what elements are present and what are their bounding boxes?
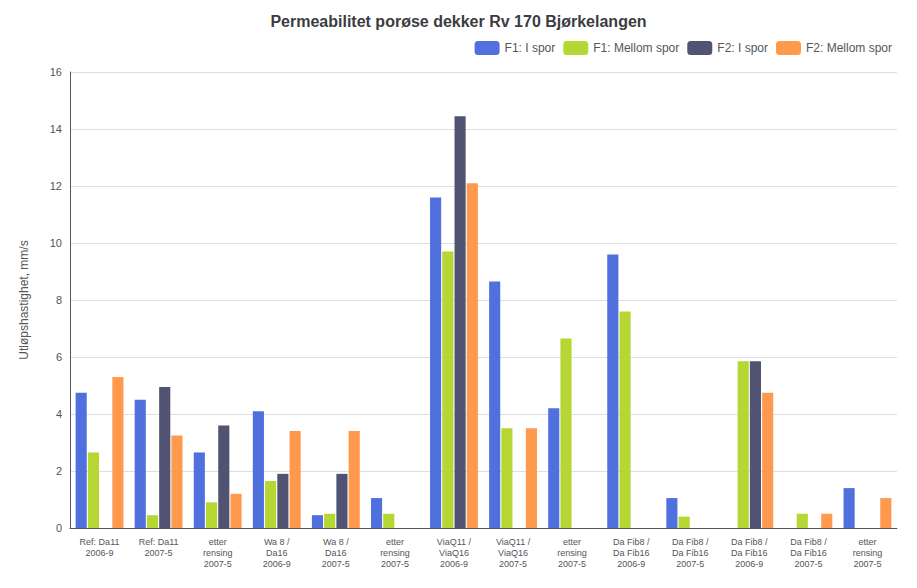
svg-text:2007-5: 2007-5 xyxy=(204,559,232,569)
svg-text:12: 12 xyxy=(50,180,62,192)
svg-text:2006-9: 2006-9 xyxy=(617,559,645,569)
svg-text:2006-9: 2006-9 xyxy=(440,559,468,569)
svg-text:0: 0 xyxy=(56,522,62,534)
svg-text:rensing: rensing xyxy=(557,548,587,558)
svg-text:ViaQ11 /: ViaQ11 / xyxy=(496,537,531,547)
svg-text:Da Fib16: Da Fib16 xyxy=(613,548,650,558)
svg-text:2007-5: 2007-5 xyxy=(499,559,527,569)
svg-text:2: 2 xyxy=(56,465,62,477)
svg-text:Da16: Da16 xyxy=(325,548,347,558)
svg-text:Da Fib8 /: Da Fib8 / xyxy=(731,537,768,547)
svg-text:2007-5: 2007-5 xyxy=(381,559,409,569)
svg-text:2007-5: 2007-5 xyxy=(145,548,173,558)
svg-text:16: 16 xyxy=(50,66,62,78)
svg-text:rensing: rensing xyxy=(853,548,883,558)
svg-text:2006-9: 2006-9 xyxy=(263,559,291,569)
svg-text:ViaQ11 /: ViaQ11 / xyxy=(437,537,472,547)
svg-text:2006-9: 2006-9 xyxy=(735,559,763,569)
svg-text:2007-5: 2007-5 xyxy=(676,559,704,569)
svg-text:2007-5: 2007-5 xyxy=(853,559,881,569)
svg-text:Ref: Da11: Ref: Da11 xyxy=(139,537,179,547)
svg-text:2006-9: 2006-9 xyxy=(86,548,114,558)
svg-text:Da Fib8 /: Da Fib8 / xyxy=(672,537,709,547)
svg-text:Da Fib8 /: Da Fib8 / xyxy=(613,537,650,547)
svg-text:etter: etter xyxy=(386,537,404,547)
svg-text:Permeabilitet porøse dekker Rv: Permeabilitet porøse dekker Rv 170 Bjørk… xyxy=(270,13,646,30)
svg-text:F1: Mellom spor: F1: Mellom spor xyxy=(593,41,679,55)
svg-text:6: 6 xyxy=(56,351,62,363)
svg-text:F2: Mellom spor: F2: Mellom spor xyxy=(806,41,892,55)
svg-text:Da16: Da16 xyxy=(266,548,288,558)
svg-text:4: 4 xyxy=(56,408,62,420)
svg-text:rensing: rensing xyxy=(380,548,410,558)
svg-text:Wa 8 /: Wa 8 / xyxy=(323,537,349,547)
svg-text:etter: etter xyxy=(563,537,581,547)
svg-text:etter: etter xyxy=(209,537,227,547)
svg-text:rensing: rensing xyxy=(203,548,233,558)
svg-text:ViaQ16: ViaQ16 xyxy=(498,548,528,558)
svg-text:Utløpshastighet, mm/s: Utløpshastighet, mm/s xyxy=(17,240,31,359)
svg-text:Da Fib16: Da Fib16 xyxy=(790,548,827,558)
svg-text:2007-5: 2007-5 xyxy=(322,559,350,569)
svg-text:8: 8 xyxy=(56,294,62,306)
svg-text:F2: I spor: F2: I spor xyxy=(717,41,768,55)
svg-text:Da Fib8 /: Da Fib8 / xyxy=(790,537,827,547)
svg-text:F1: I spor: F1: I spor xyxy=(505,41,556,55)
svg-text:etter: etter xyxy=(858,537,876,547)
svg-text:2007-5: 2007-5 xyxy=(794,559,822,569)
svg-text:10: 10 xyxy=(50,237,62,249)
svg-text:Ref: Da11: Ref: Da11 xyxy=(80,537,120,547)
svg-text:2007-5: 2007-5 xyxy=(558,559,586,569)
svg-text:ViaQ16: ViaQ16 xyxy=(439,548,469,558)
svg-text:Da Fib16: Da Fib16 xyxy=(731,548,768,558)
svg-text:14: 14 xyxy=(50,123,62,135)
svg-text:Da Fib16: Da Fib16 xyxy=(672,548,709,558)
svg-text:Wa 8 /: Wa 8 / xyxy=(264,537,290,547)
